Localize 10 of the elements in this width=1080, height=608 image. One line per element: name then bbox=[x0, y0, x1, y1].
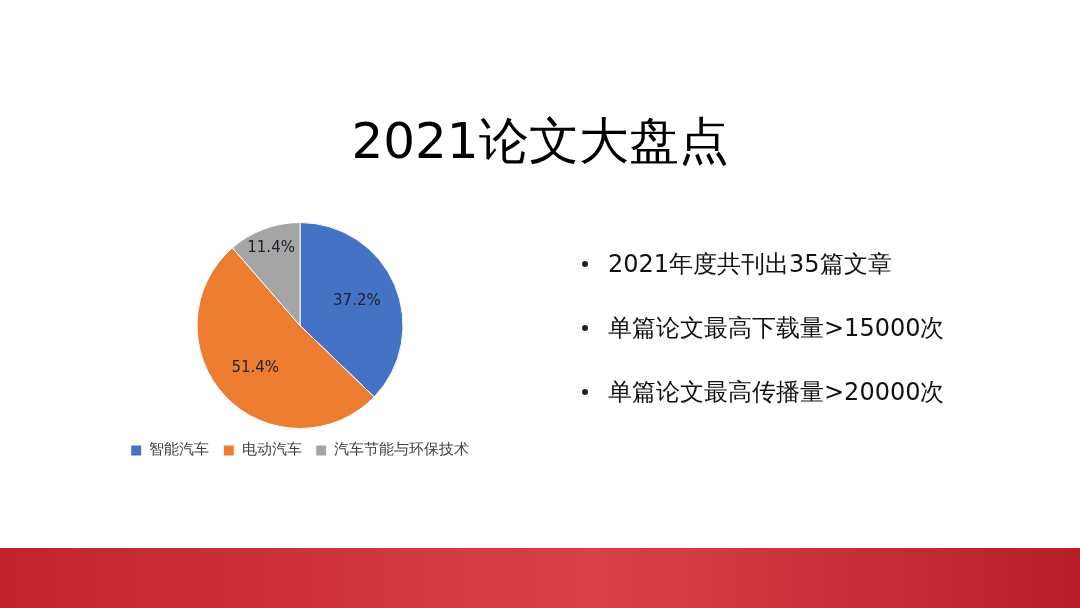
legend-label: 智能汽车 bbox=[149, 440, 210, 459]
text: 单篇论文最高下载量>15000次 bbox=[608, 313, 945, 344]
data-label: 51.4% bbox=[231, 357, 280, 376]
legend-label: 汽车节能与环保技术 bbox=[334, 440, 470, 459]
data-label: 37.2% bbox=[333, 291, 381, 310]
chart-title: 2021论文大盘点 bbox=[350, 111, 730, 172]
legend-label: 电动汽车 bbox=[241, 440, 302, 459]
text: 2021年度共刊出35篇文章 bbox=[608, 249, 892, 280]
text: 单篇论文最高传播量>20000次 bbox=[608, 377, 945, 408]
data-label: 11.4% bbox=[247, 238, 295, 257]
